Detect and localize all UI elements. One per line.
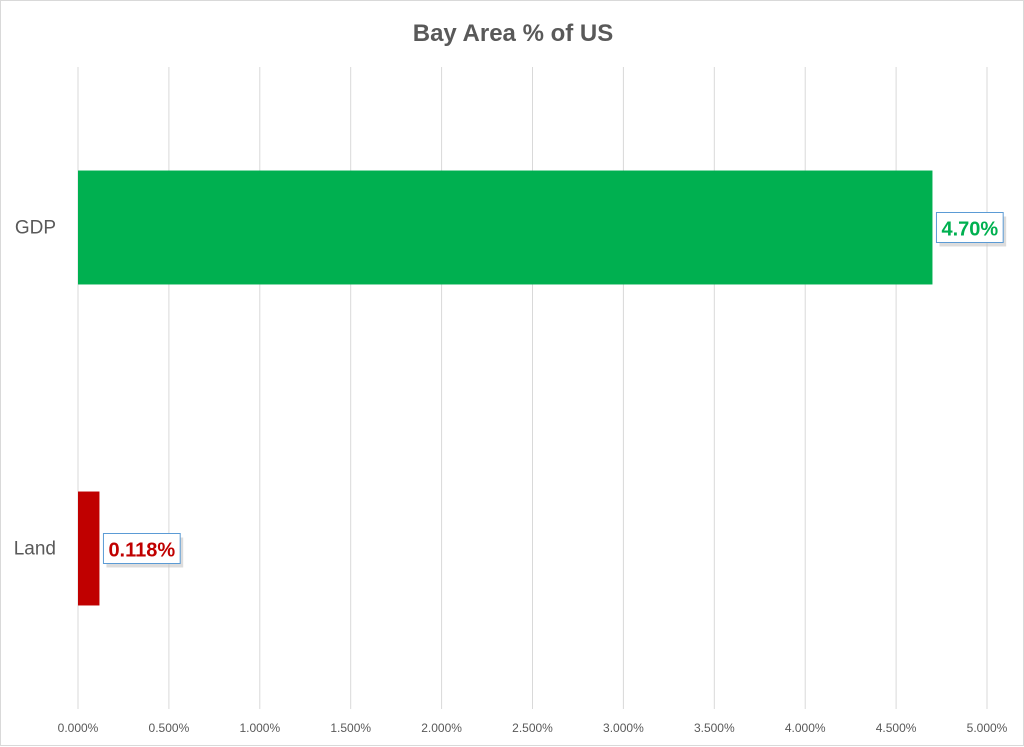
data-label-group: 0.118%	[102, 533, 184, 568]
data-label-box	[935, 212, 1004, 243]
x-tick-label: 0.000%	[58, 721, 99, 735]
x-axis-tick-labels: 0.000% 0.500% 1.000% 1.500% 2.000% 2.500% 3.00…	[58, 721, 1008, 735]
data-label-group: 4.70%	[935, 212, 1007, 247]
x-tick-label: 1.500%	[330, 721, 371, 735]
x-tick-label: 4.500%	[876, 721, 917, 735]
x-tick-label: 3.500%	[694, 721, 735, 735]
category-label: GDP	[15, 218, 56, 239]
data-label: 4.70%	[941, 219, 998, 241]
chart-title: Bay Area % of US	[413, 20, 614, 47]
category-labels: GDP Land	[14, 218, 56, 560]
x-tick-label: 2.500%	[512, 721, 553, 735]
gridlines	[77, 67, 988, 709]
x-tick-label: 3.000%	[603, 721, 644, 735]
bar-gdp	[78, 170, 933, 285]
x-tick-label: 1.000%	[239, 721, 280, 735]
x-tick-label: 4.000%	[785, 721, 826, 735]
x-tick-label: 2.000%	[421, 721, 462, 735]
x-tick-label: 5.000%	[967, 721, 1008, 735]
bar-land	[78, 491, 100, 606]
data-label-box	[102, 533, 181, 564]
bars	[78, 170, 933, 606]
data-label: 0.118%	[108, 540, 175, 562]
category-label: Land	[14, 539, 56, 560]
data-labels: 4.70% 0.118%	[102, 212, 1007, 568]
x-tick-label: 0.500%	[149, 721, 190, 735]
